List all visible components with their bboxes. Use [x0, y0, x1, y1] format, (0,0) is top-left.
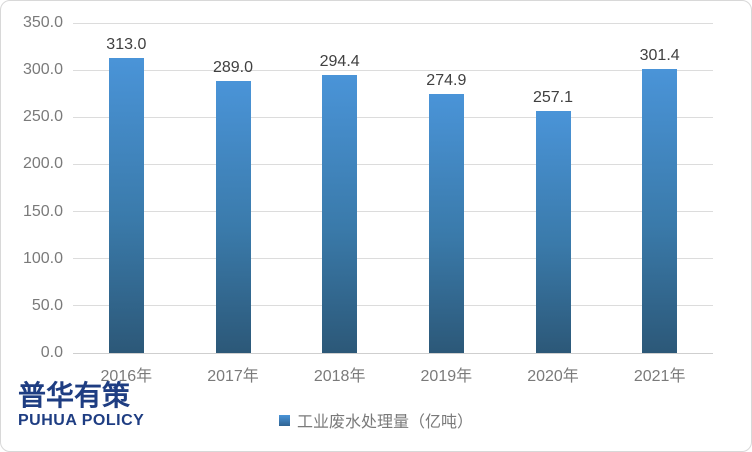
y-axis-tick-label: 50.0 — [31, 296, 63, 314]
bar-2016年 — [108, 57, 144, 353]
x-axis-tick-label: 2020年 — [527, 368, 579, 385]
legend: 工业废水处理量（亿吨） — [1, 409, 751, 431]
y-axis-tick-label: 300.0 — [22, 61, 63, 79]
gridline — [73, 22, 713, 24]
bar-value-label: 313.0 — [106, 35, 147, 53]
bar-value-label: 301.4 — [639, 46, 680, 64]
gridline — [73, 258, 713, 260]
bar-value-label: 274.9 — [426, 71, 467, 89]
gridline — [73, 116, 713, 118]
brand-logo-chinese: 普华有策 — [18, 380, 131, 411]
bar-2021年 — [642, 68, 678, 353]
x-axis-tick-label: 2018年 — [313, 368, 366, 385]
gridline — [73, 305, 713, 307]
x-axis-tick-label: 2019年 — [420, 368, 473, 385]
x-axis-line — [73, 352, 713, 354]
y-axis-tick-label: 350.0 — [22, 14, 63, 31]
y-axis-tick-label: 200.0 — [22, 155, 63, 173]
y-axis-tick-label: 150.0 — [22, 202, 63, 220]
bar-2020年 — [535, 110, 571, 353]
bar-2018年 — [322, 75, 358, 353]
bar-value-label: 289.0 — [212, 58, 254, 76]
legend-label: 工业废水处理量（亿吨） — [296, 414, 473, 431]
legend-marker-icon — [278, 414, 290, 426]
bar-2017年 — [215, 80, 251, 353]
brand-logo-english: PUHUA POLICY — [18, 412, 145, 429]
gridline — [73, 163, 713, 165]
y-axis-tick-label: 100.0 — [22, 249, 63, 267]
x-axis-tick-label: 2017年 — [207, 368, 259, 385]
x-axis-tick-label: 2021年 — [633, 368, 686, 385]
bar-2019年 — [428, 93, 464, 353]
y-axis-tick-label: 250.0 — [22, 108, 63, 126]
gridline — [73, 211, 713, 213]
y-axis-tick-label: 0.0 — [40, 344, 63, 361]
x-axis-tick-label: 2016年 — [100, 368, 153, 385]
bar-value-label: 294.4 — [319, 53, 360, 71]
gridline — [73, 69, 713, 71]
brand-logo: 普华有策 PUHUA POLICY — [18, 380, 144, 430]
bar-value-label: 257.1 — [532, 88, 574, 106]
